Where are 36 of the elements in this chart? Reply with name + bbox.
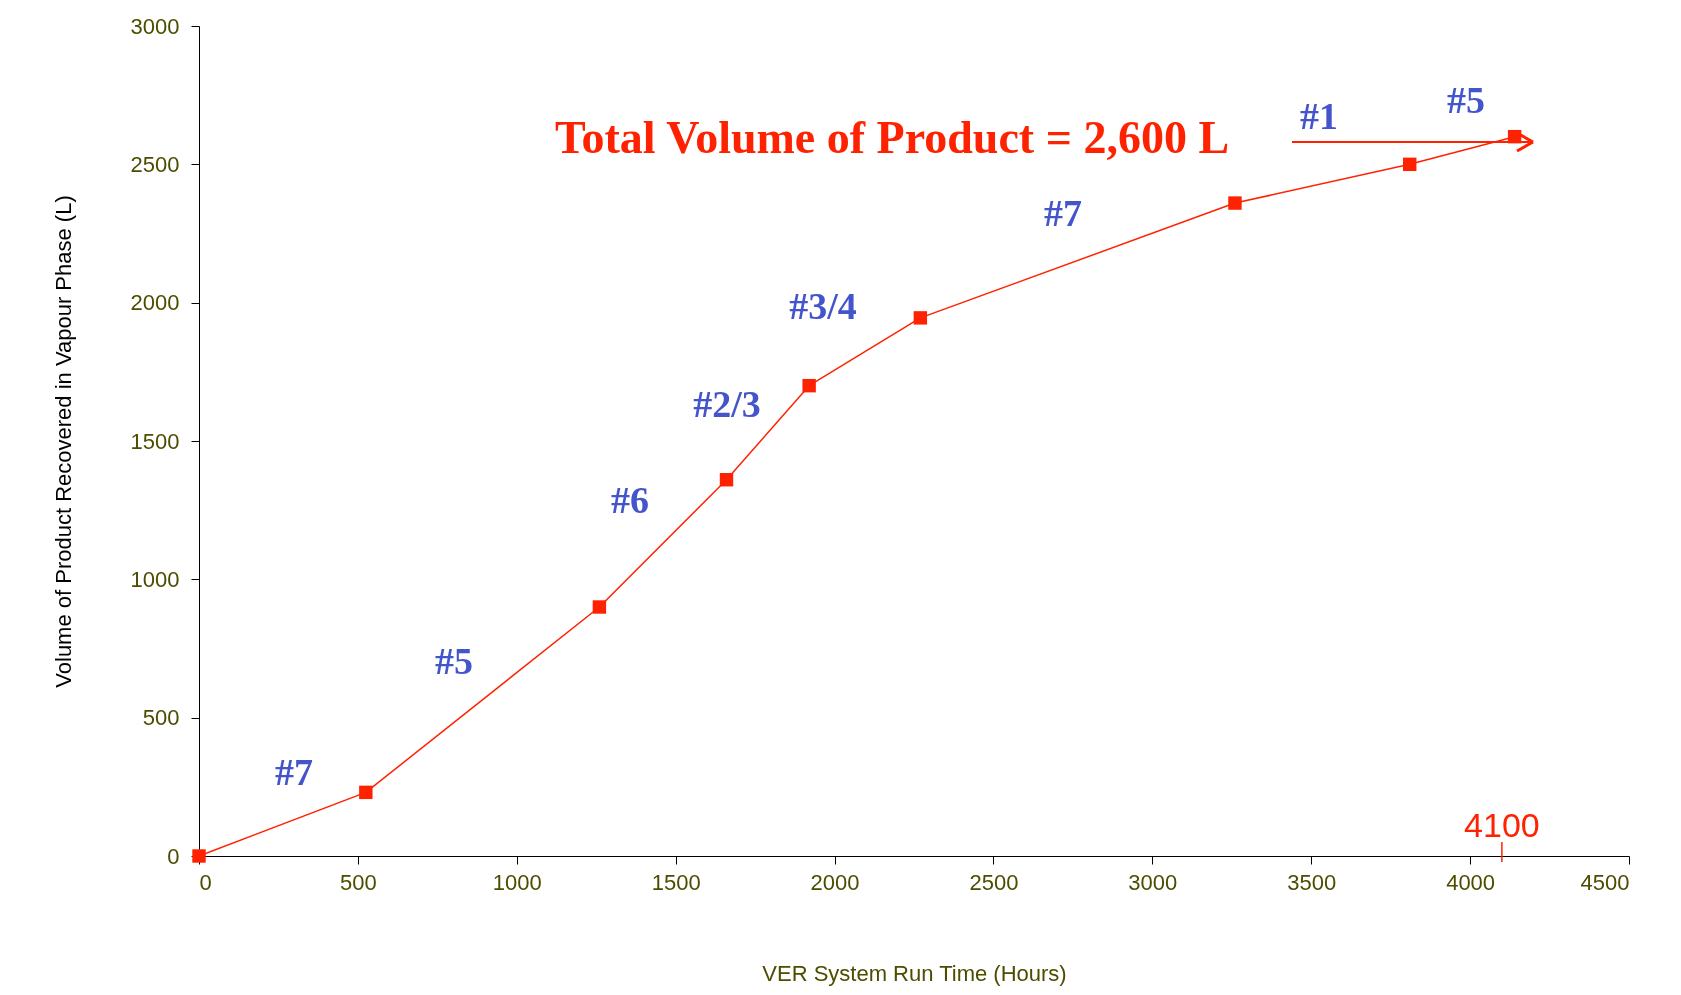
point <box>802 378 816 393</box>
annotation: Total Volume of Product = 2,600 L <box>554 112 1230 163</box>
ref-line-label: 4100 <box>1464 806 1540 844</box>
y-tick-label: 1500 <box>130 428 180 454</box>
x-tick-label: 2000 <box>810 869 860 895</box>
x-tick-label: 0 <box>199 869 212 895</box>
annotation: #1 <box>1300 95 1338 137</box>
x-tick-label: 4500 <box>1580 869 1630 895</box>
x-axis-title: VER System Run Time (Hours) <box>762 960 1067 986</box>
annotation: #7 <box>275 751 313 793</box>
point <box>359 785 373 800</box>
y-tick-label: 3000 <box>130 13 180 39</box>
x-tick-label: 3500 <box>1287 869 1337 895</box>
y-tick-label: 1000 <box>130 566 180 592</box>
annotation: #5 <box>1447 79 1485 121</box>
point <box>719 473 734 487</box>
y-tick-label: 500 <box>142 705 180 731</box>
annotation: #2/3 <box>693 383 761 425</box>
x-tick-label: 3000 <box>1128 869 1178 895</box>
y-tick-label: 2500 <box>130 151 180 177</box>
annotation: #7 <box>1044 192 1082 234</box>
annotation: #6 <box>611 479 649 521</box>
x-tick-label: 4000 <box>1446 869 1496 895</box>
annotation: #5 <box>435 640 473 682</box>
y-axis-title: Volume of Product Recovered in Vapour Phase (L) <box>50 195 76 688</box>
x-tick-label: 2500 <box>969 869 1019 895</box>
y-tick-label: 2000 <box>130 290 180 316</box>
x-tick-label: 500 <box>340 869 377 895</box>
x-tick-label: 1000 <box>492 869 542 895</box>
point <box>1403 157 1417 172</box>
point <box>1228 196 1242 210</box>
annotation: #3/4 <box>789 285 857 327</box>
x-tick-label: 1500 <box>651 869 701 895</box>
point <box>592 600 607 614</box>
y-tick-label: 0 <box>167 843 180 869</box>
point <box>913 311 928 325</box>
